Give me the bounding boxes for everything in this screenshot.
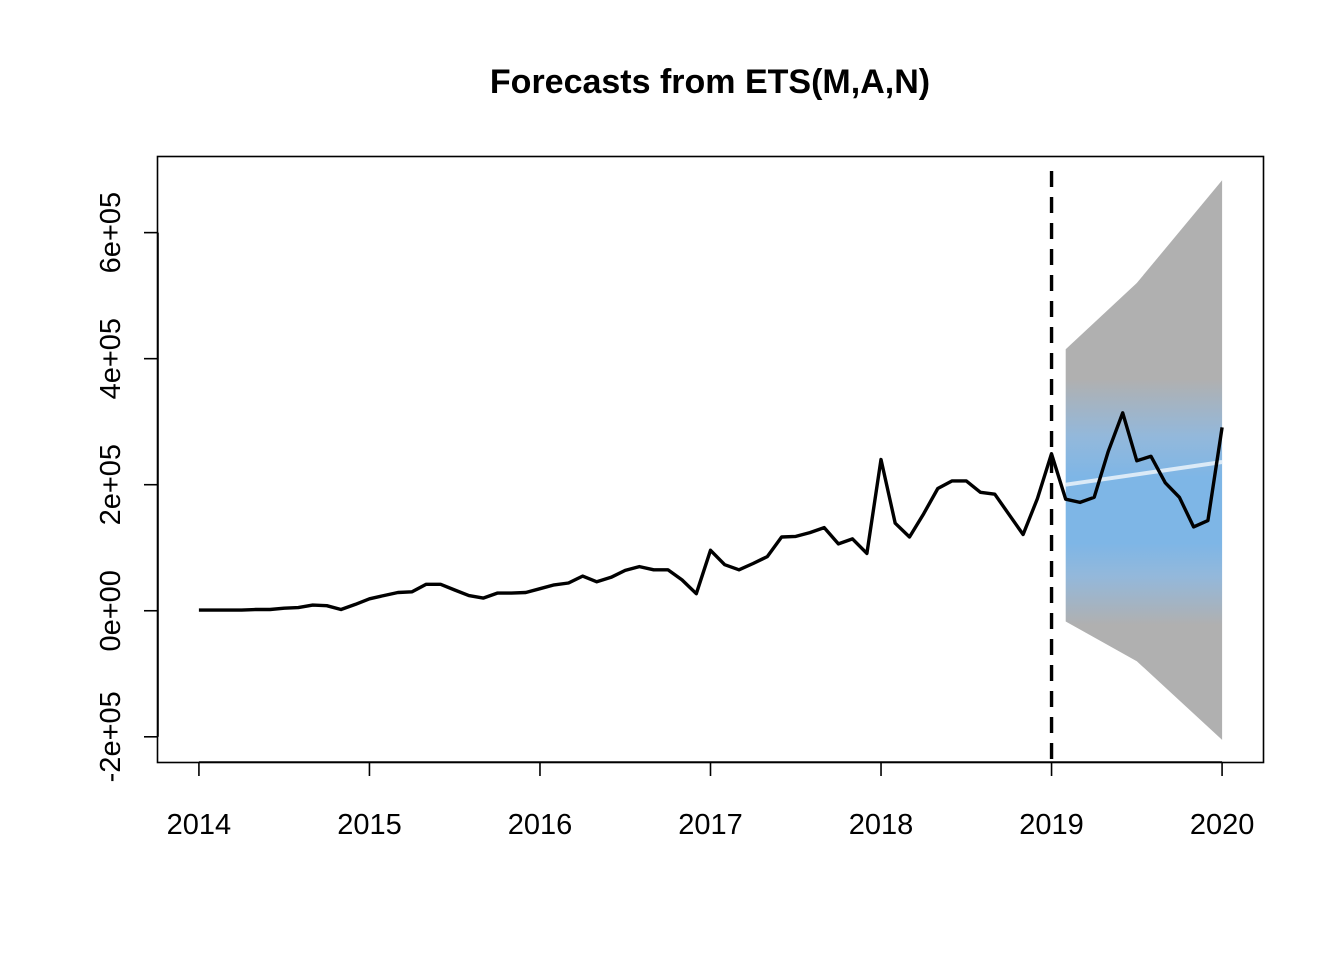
observed-series-layer (198, 411, 1224, 612)
observed-series-line (198, 411, 1224, 612)
y-tick-label: 6e+05 (95, 192, 127, 273)
chart-title: Forecasts from ETS(M,A,N) (490, 63, 930, 101)
x-tick-label: 2014 (167, 809, 232, 841)
point-forecast-line (1065, 460, 1223, 487)
x-tick-label: 2018 (849, 809, 914, 841)
point-forecast-layer (1065, 460, 1223, 487)
y-tick-label: 4e+05 (95, 318, 127, 399)
x-axis: 2014 2015 2016 2017 2018 2019 2020 (167, 761, 1255, 841)
y-tick-label: 0e+00 (95, 570, 127, 651)
y-axis: -2e+05 0e+00 2e+05 4e+05 6e+05 (95, 192, 159, 782)
x-tick-label: 2017 (678, 809, 743, 841)
x-tick-label: 2020 (1190, 809, 1255, 841)
y-tick-label: 2e+05 (95, 444, 127, 525)
x-tick-label: 2019 (1019, 809, 1084, 841)
x-tick-label: 2016 (508, 809, 573, 841)
y-tick-label: -2e+05 (95, 691, 127, 782)
x-tick-label: 2015 (337, 809, 402, 841)
